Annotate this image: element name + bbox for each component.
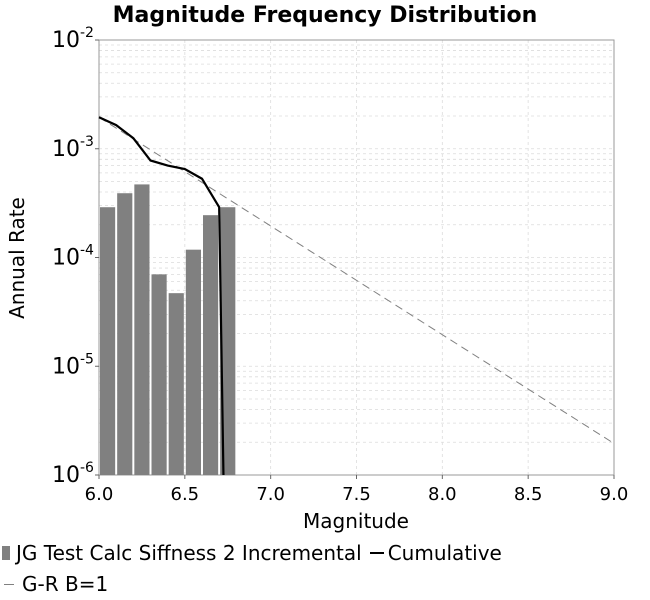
y-tick-label: 10-2 [52, 25, 94, 53]
x-tick-label: 8.0 [428, 484, 457, 505]
bar [185, 249, 201, 475]
y-tick-label: 10-6 [52, 460, 94, 488]
x-tick-label: 6.5 [171, 484, 200, 505]
legend-label-gr: G-R B=1 [22, 572, 109, 596]
legend-label-incremental: JG Test Calc Siffness 2 Incremental [16, 541, 362, 565]
chart-title: Magnitude Frequency Distribution [113, 3, 538, 28]
cumulative-line [98, 116, 225, 476]
x-axis-ticks: 6.0 6.5 7.0 7.5 8.0 8.5 9.0 [85, 475, 629, 505]
legend-label-cumulative: Cumulative [387, 541, 502, 565]
x-tick-label: 7.0 [256, 484, 285, 505]
x-tick-label: 7.5 [342, 484, 371, 505]
bar [134, 184, 150, 475]
bar [117, 193, 133, 475]
legend-row-1: JG Test Calc Siffness 2 Incremental Cumu… [0, 540, 502, 566]
y-axis-label: Annual Rate [5, 197, 29, 319]
legend-swatch-gr [4, 583, 14, 585]
y-tick-label: 10-4 [52, 243, 94, 271]
x-axis-label: Magnitude [303, 509, 409, 533]
bar [100, 207, 116, 475]
y-axis-ticks: 10-6 10-5 10-4 10-3 10-2 [52, 25, 99, 488]
bar [151, 274, 167, 475]
bar [203, 215, 219, 475]
bar [220, 207, 236, 475]
x-tick-label: 6.0 [85, 484, 114, 505]
legend-swatch-cumulative [369, 552, 384, 554]
y-tick-label: 10-3 [52, 134, 94, 162]
legend-swatch-incremental [2, 546, 10, 560]
y-tick-label: 10-5 [52, 351, 94, 379]
x-tick-label: 8.5 [514, 484, 543, 505]
incremental-bars [100, 184, 236, 475]
bar [168, 293, 184, 475]
gr-line [98, 116, 615, 444]
x-tick-label: 9.0 [600, 484, 629, 505]
legend-row-2: G-R B=1 [0, 571, 108, 597]
